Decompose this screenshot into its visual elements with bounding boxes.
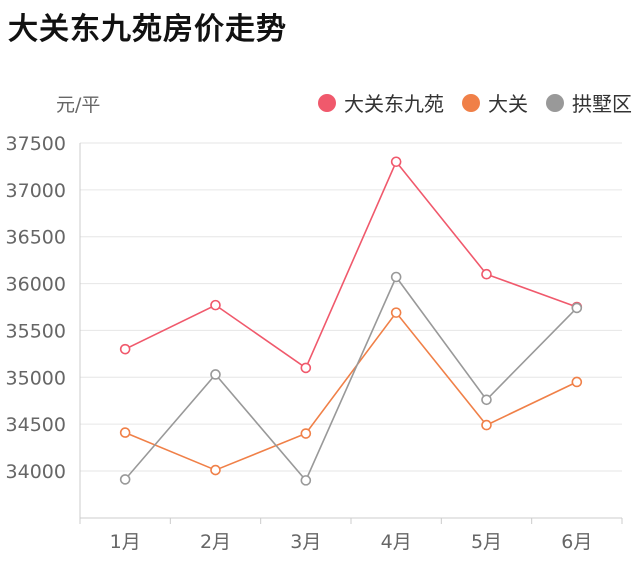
y-tick-label: 36500 [6,227,66,249]
y-axis-unit: 元/平 [56,90,100,117]
data-point [392,157,401,166]
series-lines [121,157,582,485]
y-tick-label: 37500 [6,133,66,155]
legend-dot-series-2 [462,94,480,112]
data-point [211,301,220,310]
legend-item-series-1[interactable]: 大关东九苑 [318,88,444,117]
axes [80,143,622,524]
data-point [482,421,491,430]
legend-label-series-3: 拱墅区 [572,88,632,117]
grid-lines [80,143,622,471]
legend-dot-series-1 [318,94,336,112]
tick-labels: 37500 37000 36500 36000 35500 35000 34500 34000… [6,133,593,553]
data-point [211,370,220,379]
series-line-2 [125,313,577,470]
data-point [121,475,130,484]
data-point [482,395,491,404]
y-tick-label: 35500 [6,320,66,342]
data-point [211,466,220,475]
y-tick-label: 36000 [6,274,66,296]
series-line-3 [125,277,577,480]
x-tick-label: 3月 [290,531,321,553]
x-tick-label: 1月 [110,531,141,553]
data-point [572,377,581,386]
data-point [301,429,310,438]
x-tick-label: 5月 [471,531,502,553]
data-point [392,308,401,317]
x-tick-label: 2月 [200,531,231,553]
y-tick-label: 37000 [6,180,66,202]
y-tick-label: 35000 [6,367,66,389]
data-point [121,428,130,437]
data-point [392,273,401,282]
legend: 大关东九苑 大关 拱墅区 [318,88,632,117]
data-point [301,476,310,485]
x-tick-label: 4月 [381,531,412,553]
data-point [482,270,491,279]
data-point [572,303,581,312]
legend-dot-series-3 [546,94,564,112]
series-line-1 [125,162,577,368]
y-tick-label: 34000 [6,461,66,483]
data-point [301,363,310,372]
legend-item-series-3[interactable]: 拱墅区 [546,88,632,117]
legend-item-series-2[interactable]: 大关 [462,88,528,117]
x-tick-label: 6月 [561,531,592,553]
y-tick-label: 34500 [6,414,66,436]
data-point [121,345,130,354]
legend-label-series-2: 大关 [488,88,528,117]
legend-label-series-1: 大关东九苑 [344,88,444,117]
